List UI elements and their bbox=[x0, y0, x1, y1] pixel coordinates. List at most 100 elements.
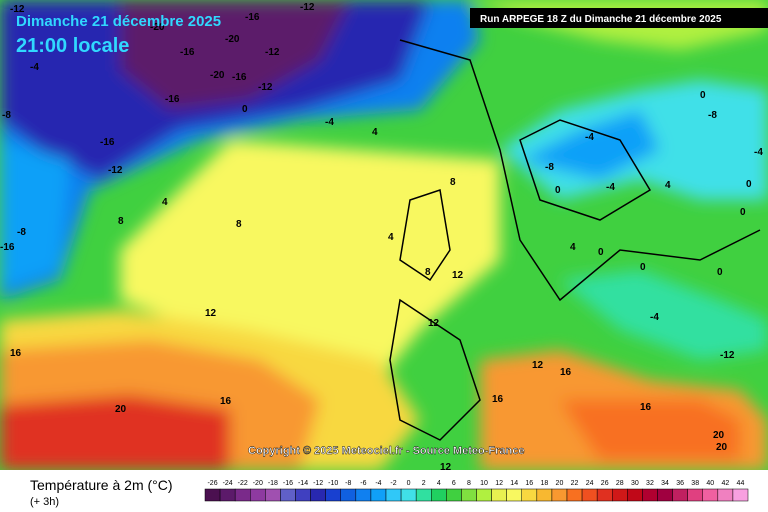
scale-swatch bbox=[370, 488, 387, 502]
map-label: 0 bbox=[242, 104, 248, 115]
map-label: -4 bbox=[30, 62, 39, 73]
map-label: -4 bbox=[650, 312, 659, 323]
scale-swatch bbox=[612, 488, 628, 502]
scale-label: 44 bbox=[737, 480, 745, 487]
map-label: 0 bbox=[700, 90, 706, 101]
scale-swatch bbox=[250, 488, 266, 502]
scale-label: -10 bbox=[328, 480, 338, 487]
scale-label: -24 bbox=[223, 480, 233, 487]
scale-label: 12 bbox=[495, 480, 503, 487]
map-label: 4 bbox=[570, 242, 576, 253]
map-label: -8 bbox=[708, 110, 717, 121]
map-label: 20 bbox=[716, 442, 728, 453]
scale-swatch bbox=[536, 488, 553, 502]
scale-label: 32 bbox=[646, 480, 654, 487]
scale-swatch bbox=[566, 488, 583, 502]
map-label: -4 bbox=[585, 132, 594, 143]
map-label: 4 bbox=[665, 180, 671, 191]
map-label: -16 bbox=[245, 12, 260, 23]
map-label: -20 bbox=[210, 70, 225, 81]
map-label: 16 bbox=[492, 394, 504, 405]
map-label: 12 bbox=[205, 308, 217, 319]
temperature-map bbox=[0, 0, 768, 470]
scale-swatch bbox=[627, 488, 643, 502]
scale-swatch bbox=[642, 488, 658, 502]
scale-label: -8 bbox=[345, 480, 351, 487]
copyright: Copyright © 2025 Meteociel.fr - Source M… bbox=[248, 445, 524, 457]
scale-label: -14 bbox=[298, 480, 308, 487]
scale-swatch bbox=[596, 488, 613, 502]
run-banner bbox=[470, 8, 768, 28]
map-label: -8 bbox=[2, 110, 11, 121]
map-label: 12 bbox=[452, 270, 464, 281]
scale-label: -2 bbox=[390, 480, 396, 487]
map-label: 0 bbox=[640, 262, 646, 273]
scale-swatch bbox=[385, 488, 402, 502]
map-label: 8 bbox=[118, 216, 124, 227]
map-label: -16 bbox=[165, 94, 180, 105]
scale-label: 38 bbox=[691, 480, 699, 487]
scale-label: -16 bbox=[283, 480, 293, 487]
map-label: -12 bbox=[108, 165, 123, 176]
scale-swatch bbox=[234, 488, 251, 502]
map-label: 16 bbox=[560, 367, 572, 378]
scale-swatch bbox=[219, 488, 236, 502]
map-label: 0 bbox=[746, 179, 752, 190]
scale-swatch bbox=[521, 488, 538, 502]
scale-label: 2 bbox=[422, 480, 426, 487]
map-label: -16 bbox=[180, 47, 195, 58]
map-label: 12 bbox=[532, 360, 544, 371]
scale-swatch bbox=[461, 488, 477, 502]
map-label: -4 bbox=[325, 117, 334, 128]
scale-swatch bbox=[687, 488, 704, 502]
scale-label: 36 bbox=[676, 480, 684, 487]
map-label: -12 bbox=[720, 350, 735, 361]
scale-label: 22 bbox=[571, 480, 579, 487]
map-label: 12 bbox=[440, 462, 452, 473]
scale-swatch bbox=[657, 488, 673, 502]
scale-label: 18 bbox=[540, 480, 548, 487]
map-label: -20 bbox=[225, 34, 240, 45]
scale-label: 0 bbox=[407, 480, 411, 487]
map-label: 12 bbox=[428, 318, 440, 329]
scale-swatch bbox=[732, 488, 749, 502]
scale-label: 24 bbox=[586, 480, 594, 487]
scale-label: 28 bbox=[616, 480, 624, 487]
scale-label: 4 bbox=[437, 480, 441, 487]
map-label: -8 bbox=[17, 227, 26, 238]
scale-swatch bbox=[506, 488, 522, 502]
map-label: 4 bbox=[388, 232, 394, 243]
scale-swatch bbox=[476, 488, 492, 502]
map-label: 8 bbox=[425, 267, 431, 278]
legend-step: (+ 3h) bbox=[30, 496, 59, 508]
scale-label: 34 bbox=[661, 480, 669, 487]
scale-label: 20 bbox=[556, 480, 564, 487]
scale-label: -6 bbox=[360, 480, 366, 487]
scale-swatch bbox=[717, 488, 734, 502]
scale-swatch bbox=[415, 488, 432, 502]
scale-swatch bbox=[280, 488, 296, 502]
map-label: 20 bbox=[115, 404, 127, 415]
map-label: 4 bbox=[372, 127, 378, 138]
scale-label: 14 bbox=[510, 480, 518, 487]
scale-swatch bbox=[446, 488, 462, 502]
date-title: Dimanche 21 décembre 2025 bbox=[16, 13, 221, 30]
scale-label: -20 bbox=[253, 480, 263, 487]
scale-swatch bbox=[340, 488, 357, 502]
scale-label: 42 bbox=[721, 480, 729, 487]
scale-label: -22 bbox=[238, 480, 248, 487]
map-label: 0 bbox=[740, 207, 746, 218]
map-label: 4 bbox=[162, 197, 168, 208]
scale-label: 8 bbox=[467, 480, 471, 487]
map-labels: -12 -20 -16 -20 -12 -16 -12 -20 -16 -12 … bbox=[0, 2, 763, 473]
map-label: -16 bbox=[0, 242, 15, 253]
scale-label: 26 bbox=[601, 480, 609, 487]
map-label: -8 bbox=[545, 162, 554, 173]
map-label: 0 bbox=[598, 247, 604, 258]
map-label: 8 bbox=[236, 219, 242, 230]
legend-title: Température à 2m (°C) bbox=[30, 477, 173, 493]
scale-swatch bbox=[431, 488, 447, 502]
map-label: 20 bbox=[713, 430, 725, 441]
map-label: -12 bbox=[258, 82, 273, 93]
map-label: 8 bbox=[450, 177, 456, 188]
